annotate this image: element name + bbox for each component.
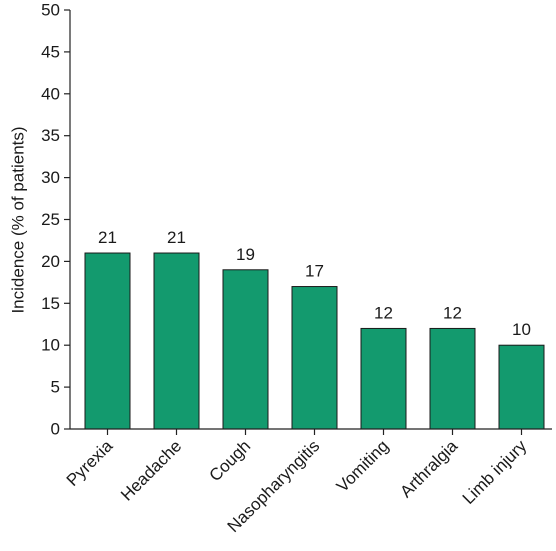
x-tick-label: Headache xyxy=(117,436,185,504)
bar-nasopharyngitis xyxy=(291,286,338,430)
bar-arthralgia xyxy=(429,327,476,430)
x-tick-label: Limb injury xyxy=(459,436,531,508)
bar-pyrexia xyxy=(84,252,131,430)
x-tick-label: Cough xyxy=(205,436,254,485)
data-label: 21 xyxy=(167,228,186,247)
y-tick-label: 0 xyxy=(51,420,60,439)
bar-headache xyxy=(153,252,200,430)
y-axis: 0 5 10 15 20 25 30 35 40 45 50 xyxy=(41,1,71,439)
x-tick-label: Vomiting xyxy=(333,436,393,496)
y-tick-label: 5 xyxy=(51,378,60,397)
data-label: 17 xyxy=(305,262,324,281)
bar-cough xyxy=(222,269,269,430)
y-tick-label: 20 xyxy=(41,252,60,271)
y-tick-label: 15 xyxy=(41,294,60,313)
data-label: 12 xyxy=(374,303,393,322)
bars: 21 21 19 17 12 12 10 xyxy=(84,228,545,430)
y-tick-label: 45 xyxy=(41,42,60,61)
y-tick-label: 30 xyxy=(41,168,60,187)
bar-vomiting xyxy=(360,327,407,430)
data-label: 21 xyxy=(98,228,117,247)
x-tick-label: Arthralgia xyxy=(396,436,461,501)
y-tick-label: 25 xyxy=(41,210,60,229)
data-label: 12 xyxy=(443,303,462,322)
data-label: 10 xyxy=(512,320,531,339)
bar-limb-injury xyxy=(498,344,545,430)
y-tick-label: 10 xyxy=(41,336,60,355)
y-axis-title: Incidence (% of patients) xyxy=(8,126,27,313)
y-tick-label: 50 xyxy=(41,1,60,20)
x-tick-label: Pyrexia xyxy=(63,436,117,490)
data-label: 19 xyxy=(236,245,255,264)
y-tick-label: 40 xyxy=(41,84,60,103)
y-tick-label: 35 xyxy=(41,126,60,145)
